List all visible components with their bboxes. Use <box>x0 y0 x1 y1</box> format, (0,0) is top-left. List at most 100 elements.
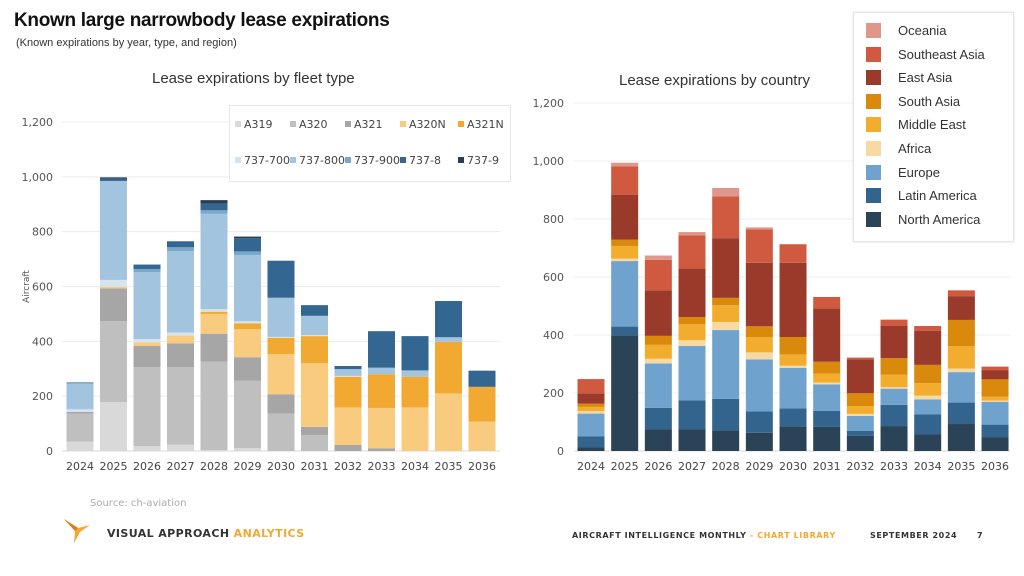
bar-segment-country-2036-africa <box>981 400 1009 402</box>
bar-segment-country-2035-middle-east <box>947 346 975 369</box>
x-tick-label: 2034 <box>914 460 942 473</box>
bar-segment-country-2034-east-asia <box>914 330 942 365</box>
x-tick-label: 2029 <box>745 460 773 473</box>
legend-swatch <box>866 141 881 156</box>
bar-segment-country-2032-africa <box>846 413 874 416</box>
bar-segment-country-2033-middle-east <box>880 374 908 388</box>
bar-segment-fleet-2029-a320n <box>234 329 261 358</box>
bar-segment-fleet-2035-737-8 <box>435 301 462 338</box>
bar-segment-fleet-2029-a321 <box>234 357 261 381</box>
legend-label: 737-800 <box>299 154 345 167</box>
bar-segment-country-2026-north-america <box>644 429 672 451</box>
bar-segment-fleet-2026-a321 <box>133 345 161 368</box>
bar-segment-fleet-2029-737-800 <box>234 254 261 322</box>
bar-segment-fleet-2027-a321 <box>167 343 194 368</box>
bar-segment-fleet-2028-737-800 <box>200 213 228 310</box>
legend-swatch <box>866 46 881 62</box>
legend-swatch <box>866 211 881 227</box>
legend-swatch <box>400 157 406 163</box>
bar-segment-fleet-2032-737-700 <box>334 375 362 377</box>
bar-segment-fleet-2027-737-8 <box>167 241 194 248</box>
x-tick-label: 2028 <box>712 460 740 473</box>
bar-segment-country-2035-east-asia <box>947 296 975 320</box>
bar-segment-country-2032-east-asia <box>846 359 874 394</box>
bar-segment-fleet-2033-737-8 <box>368 331 395 368</box>
bar-segment-country-2031-middle-east <box>813 373 841 383</box>
bar-segment-fleet-2035-737-800 <box>435 337 462 342</box>
bar-segment-fleet-2027-a320 <box>167 367 194 445</box>
x-tick-label: 2026 <box>644 460 672 473</box>
bar-segment-country-2030-latin-america <box>779 408 807 427</box>
bar-segment-country-2027-north-america <box>678 429 706 451</box>
bar-segment-fleet-2033-a321n <box>368 374 395 408</box>
bar-segment-country-2033-europe <box>880 388 908 405</box>
bar-segment-country-2026-south-asia <box>644 335 672 345</box>
bar-segment-country-2033-north-america <box>880 426 908 451</box>
bar-segment-fleet-2031-737-8 <box>301 305 328 316</box>
y-tick-label: 200 <box>32 390 53 403</box>
bar-segment-fleet-2025-a320 <box>100 321 127 403</box>
bar-segment-fleet-2024-737-8 <box>66 382 94 384</box>
bar-segment-fleet-2025-737-700 <box>100 279 127 287</box>
y-tick-label: 600 <box>543 271 564 284</box>
bar-segment-country-2028-south-asia <box>712 297 740 306</box>
bar-segment-fleet-2034-a321n <box>401 376 429 408</box>
publication-separator: - <box>746 531 758 540</box>
bar-segment-country-2028-oceania <box>712 187 740 197</box>
bar-segment-fleet-2028-a321n <box>200 311 228 314</box>
legend-item-a321n: A321N <box>458 118 504 131</box>
bar-segment-country-2032-latin-america <box>846 430 874 436</box>
y-tick-label: 800 <box>32 226 53 239</box>
bar-segment-fleet-2030-737-8 <box>267 260 295 298</box>
section-name: CHART LIBRARY <box>757 531 836 540</box>
bar-segment-fleet-2026-737-900 <box>133 268 161 273</box>
bar-segment-fleet-2032-737-8 <box>334 366 362 370</box>
x-tick-label: 2032 <box>334 460 362 473</box>
legend-item-north-america: North America <box>866 211 980 227</box>
bar-segment-fleet-2025-737-8 <box>100 178 127 181</box>
chart-title-country: Lease expirations by country <box>619 72 810 89</box>
bar-segment-fleet-2029-a320 <box>234 380 261 448</box>
bar-segment-country-2026-europe <box>644 363 672 408</box>
bar-segment-country-2030-europe <box>779 367 807 409</box>
bar-segment-country-2031-north-america <box>813 426 841 451</box>
bar-segment-fleet-2027-a320n <box>167 335 194 344</box>
bar-segment-fleet-2031-a320 <box>301 435 328 451</box>
legend-swatch <box>866 23 881 38</box>
bar-segment-fleet-2028-737-9 <box>200 200 228 204</box>
bar-segment-fleet-2025-a320n <box>100 286 127 289</box>
publication-label: AIRCRAFT INTELLIGENCE MONTHLY - CHART LI… <box>572 531 836 540</box>
bar-segment-fleet-2028-a320 <box>200 361 228 451</box>
legend-label: East Asia <box>898 70 953 86</box>
bar-segment-country-2028-europe <box>712 330 740 399</box>
bar-segment-country-2034-latin-america <box>914 414 942 435</box>
x-tick-label: 2029 <box>234 460 262 473</box>
bar-segment-fleet-2026-a319 <box>133 446 161 451</box>
x-tick-label: 2031 <box>301 460 329 473</box>
publication-name: AIRCRAFT INTELLIGENCE MONTHLY <box>572 531 747 540</box>
legend-fleet-type: A319 A320 A321 A320N A321N 737-700 737-800 737-… <box>229 105 511 182</box>
y-tick-label: 0 <box>46 445 53 458</box>
bar-segment-country-2028-southeast-asia <box>712 196 740 239</box>
x-tick-label: 2024 <box>66 460 94 473</box>
bar-segment-fleet-2028-a319 <box>200 450 228 451</box>
bar-segment-country-2029-middle-east <box>745 337 773 353</box>
bar-segment-fleet-2030-a321n <box>267 337 295 355</box>
source-note: Source: ch-aviation <box>90 498 187 509</box>
bar-segment-country-2027-oceania <box>678 232 706 236</box>
bar-segment-country-2025-latin-america <box>611 326 639 336</box>
bar-segment-fleet-2033-a320n <box>368 407 395 449</box>
legend-label: A321N <box>467 118 504 131</box>
bar-segment-fleet-2033-737-800 <box>368 367 395 375</box>
bar-segment-country-2028-east-asia <box>712 238 740 298</box>
bar-segment-fleet-2025-a321 <box>100 288 127 322</box>
bar-segment-country-2027-south-asia <box>678 317 706 325</box>
bar-segment-fleet-2027-737-700 <box>167 332 194 336</box>
legend-item-a319: A319 <box>235 118 273 131</box>
x-tick-label: 2027 <box>167 460 195 473</box>
bar-segment-country-2025-north-america <box>611 335 639 451</box>
bar-segment-fleet-2024-737-700 <box>66 409 94 412</box>
chart-title-fleet-type: Lease expirations by fleet type <box>152 70 355 87</box>
bar-segment-country-2027-africa <box>678 340 706 347</box>
bar-segment-fleet-2035-a320n <box>435 393 462 451</box>
